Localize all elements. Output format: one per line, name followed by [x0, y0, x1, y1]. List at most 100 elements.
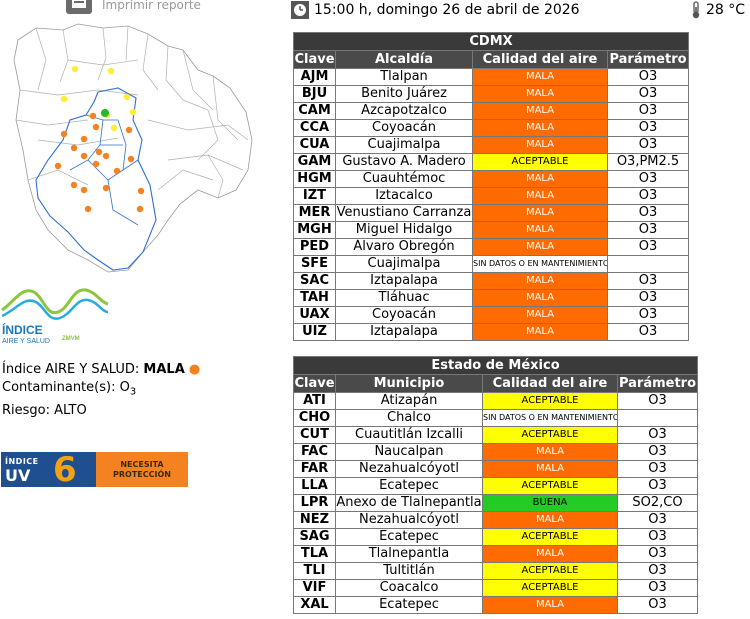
station-code: IZT: [293, 187, 336, 205]
air-quality-cell: MALA: [482, 545, 618, 563]
station-name: Iztacalco: [335, 187, 473, 205]
station-markers: [54, 65, 145, 213]
station-code: UIZ: [293, 323, 336, 341]
station-marker[interactable]: [107, 67, 115, 75]
indice-label: Índice AIRE Y SALUD:: [2, 362, 140, 377]
station-name: Miguel Hidalgo: [335, 221, 473, 239]
parameter-cell: O3: [606, 85, 690, 103]
table-row: SFE Cuajimalpa SIN DATOS O EN MANTENIMIENT…: [293, 255, 690, 273]
parameter-cell: [617, 409, 698, 427]
station-marker[interactable]: [89, 112, 97, 120]
station-code: SAG: [293, 528, 336, 546]
station-map: [13, 23, 253, 273]
station-name: Coyoacán: [335, 119, 473, 137]
table-row: XAL Ecatepec MALA O3: [293, 596, 698, 614]
station-marker[interactable]: [102, 184, 110, 192]
station-marker[interactable]: [60, 130, 68, 138]
table-row: LPR Anexo de Tlalnepantla BUENA SO2,CO: [293, 494, 698, 512]
station-code: TLA: [293, 545, 336, 563]
parameter-cell: O3: [606, 272, 690, 290]
parameter-cell: [606, 255, 690, 273]
parameter-cell: O3: [617, 426, 698, 444]
station-marker[interactable]: [92, 160, 100, 168]
station-marker[interactable]: [54, 162, 62, 170]
air-quality-cell: MALA: [482, 460, 618, 478]
table-row: SAG Ecatepec ACEPTABLE O3: [293, 528, 698, 546]
station-name: Iztapalapa: [335, 272, 473, 290]
station-marker[interactable]: [95, 148, 103, 156]
station-code: UAX: [293, 306, 336, 324]
station-marker[interactable]: [129, 108, 137, 116]
print-report-link[interactable]: Imprimir reporte: [66, 0, 201, 16]
col-header-parametro: Parámetro: [606, 50, 690, 69]
station-name: Cuajimalpa: [335, 136, 473, 154]
table-row: CAM Azcapotzalco MALA O3: [293, 102, 690, 120]
station-marker[interactable]: [70, 144, 78, 152]
station-marker[interactable]: [84, 205, 92, 213]
parameter-cell: O3: [606, 119, 690, 137]
air-quality-cell: MALA: [482, 443, 618, 461]
station-code: XAL: [293, 596, 336, 614]
station-name: Naucalpan: [335, 443, 483, 461]
station-code: ATI: [293, 392, 336, 410]
parameter-cell: O3: [606, 170, 690, 188]
station-marker[interactable]: [60, 95, 68, 103]
station-name: Coacalco: [335, 579, 483, 597]
station-marker[interactable]: [101, 109, 109, 117]
station-marker[interactable]: [110, 124, 118, 132]
table-row: NEZ Nezahualcóyotl MALA O3: [293, 511, 698, 529]
indice-value: MALA: [143, 362, 185, 377]
station-name: Cuauhtémoc: [335, 170, 473, 188]
station-marker[interactable]: [71, 65, 79, 73]
air-quality-cell: BUENA: [482, 494, 618, 512]
parameter-cell: O3: [617, 392, 698, 410]
station-name: Ecatepec: [335, 528, 483, 546]
table-row: LLA Ecatepec ACEPTABLE O3: [293, 477, 698, 495]
temperature-value: 28 °C: [706, 2, 746, 18]
riesgo-row: Riesgo: ALTO: [2, 402, 200, 420]
air-quality-cell: MALA: [472, 68, 608, 86]
station-marker[interactable]: [123, 93, 131, 101]
station-marker[interactable]: [127, 155, 135, 163]
air-quality-cell: MALA: [472, 187, 608, 205]
uv-indice-label: ÍNDICE: [5, 457, 39, 466]
table-row: TLI Tultitlán ACEPTABLE O3: [293, 562, 698, 580]
air-quality-cell: MALA: [472, 102, 608, 120]
station-marker[interactable]: [137, 187, 145, 195]
station-name: Nezahualcóyotl: [335, 511, 483, 529]
station-marker[interactable]: [80, 152, 88, 160]
station-code: CAM: [293, 102, 336, 120]
air-quality-cell: SIN DATOS O EN MANTENIMIENTO: [472, 255, 608, 273]
station-marker[interactable]: [70, 181, 78, 189]
station-name: Cuautitlán Izcalli: [335, 426, 483, 444]
col-header-calidad: Calidad del aire: [482, 374, 618, 393]
table-row: SAC Iztapalapa MALA O3: [293, 272, 690, 290]
station-marker[interactable]: [136, 205, 144, 213]
station-name: Iztapalapa: [335, 323, 473, 341]
air-quality-cell: ACEPTABLE: [482, 579, 618, 597]
station-marker[interactable]: [92, 123, 100, 131]
table-row: PED Álvaro Obregón MALA O3: [293, 238, 690, 256]
parameter-cell: O3: [617, 460, 698, 478]
air-quality-cell: ACEPTABLE: [482, 477, 618, 495]
station-marker[interactable]: [113, 167, 121, 175]
parameter-cell: O3: [606, 187, 690, 205]
station-name: Tlalnepantla: [335, 545, 483, 563]
station-marker[interactable]: [102, 152, 110, 160]
table-row: FAC Naucalpan MALA O3: [293, 443, 698, 461]
air-status-summary: Índice AIRE Y SALUD: MALA ● Contaminante…: [2, 361, 200, 420]
station-marker[interactable]: [80, 186, 88, 194]
map-region-outline: [13, 23, 253, 273]
station-code: GAM: [293, 153, 336, 171]
station-marker[interactable]: [80, 135, 88, 143]
station-name: Benito Juárez: [335, 85, 473, 103]
station-marker[interactable]: [125, 126, 133, 134]
station-name: Azcapotzalco: [335, 102, 473, 120]
air-quality-cell: ACEPTABLE: [482, 562, 618, 580]
clock-icon: [291, 1, 309, 19]
air-quality-cell: MALA: [472, 119, 608, 137]
air-quality-cell: MALA: [472, 272, 608, 290]
table-row: TLA Tlalnepantla MALA O3: [293, 545, 698, 563]
parameter-cell: O3: [606, 306, 690, 324]
station-code: FAC: [293, 443, 336, 461]
